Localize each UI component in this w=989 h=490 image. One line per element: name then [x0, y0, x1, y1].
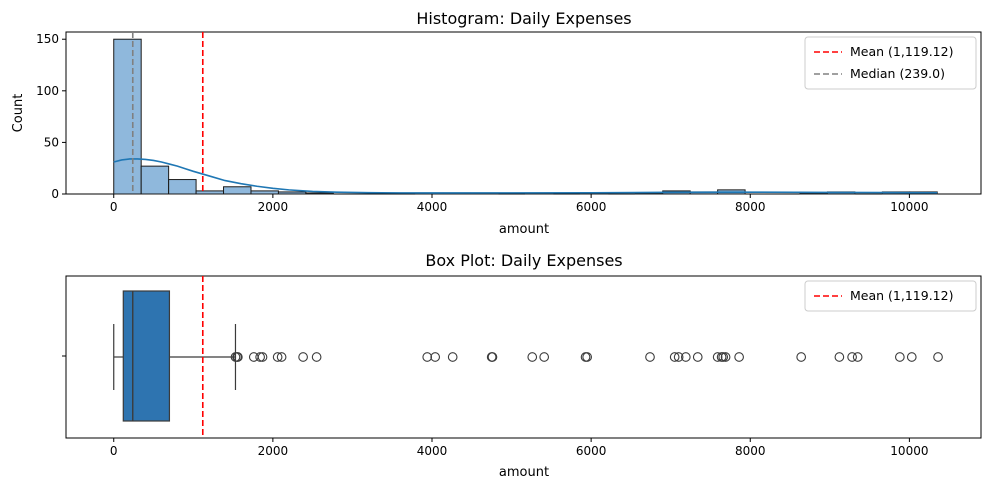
x-tick-label: 4000 [417, 444, 448, 458]
histogram-bar [113, 38, 142, 195]
outlier-point [422, 352, 433, 362]
outlier-point [852, 352, 863, 362]
histogram-reference-lines [131, 32, 204, 194]
histogram-x-axis-label: amount [499, 222, 549, 237]
legend-frame [804, 36, 977, 90]
boxplot-x-axis-label: amount [499, 465, 549, 480]
outlier-point [257, 352, 268, 362]
histogram-bar [168, 179, 197, 195]
outlier-point [680, 352, 691, 362]
outlier-point [272, 352, 283, 362]
legend-label: Median (239.0) [850, 66, 945, 81]
outlier-point [692, 352, 703, 362]
boxplot-x-ticks: 0 2000 4000 6000 8000 10000 [110, 438, 928, 458]
histogram-x-ticks: 0 2000 4000 6000 8000 10000 [110, 194, 928, 214]
histogram-title: Histogram: Daily Expenses [416, 9, 631, 28]
outlier-point [712, 352, 723, 362]
x-tick-label: 8000 [735, 200, 766, 214]
x-tick-label: 0 [110, 200, 118, 214]
histogram-bars [113, 38, 938, 195]
outlier-point [673, 352, 684, 362]
legend-label: Mean (1,119.12) [850, 288, 953, 303]
histogram-plot-area [65, 31, 982, 195]
boxplot-plot-area [65, 275, 982, 439]
histogram-bar [195, 190, 225, 195]
iqr-box [122, 290, 171, 422]
histogram-bar [223, 186, 252, 195]
x-tick-label: 10000 [890, 444, 928, 458]
histogram-bar [305, 192, 334, 195]
kde-curve [113, 158, 938, 194]
y-tick-label: 0 [51, 187, 59, 201]
outlier-point [834, 352, 845, 362]
histogram-bar [277, 191, 307, 195]
histogram-bar [140, 165, 170, 195]
outlier-point [669, 352, 680, 362]
x-tick-label: 2000 [258, 444, 289, 458]
y-tick-label: 150 [36, 32, 59, 46]
boxplot-legend: Mean (1,119.12) [804, 280, 977, 312]
boxplot-box [113, 290, 237, 422]
x-tick-label: 0 [110, 444, 118, 458]
x-tick-label: 8000 [735, 444, 766, 458]
outlier-point [720, 352, 731, 362]
histogram-bar [250, 190, 279, 195]
outlier-point [847, 352, 857, 362]
boxplot-chart: Box Plot: Daily Expenses 0 2000 4000 6000 80… [62, 251, 982, 480]
x-tick-label: 6000 [576, 444, 607, 458]
outlier-point [233, 352, 243, 362]
y-tick-label: 100 [36, 84, 59, 98]
histogram-y-ticks: 0 50 100 150 [36, 32, 66, 201]
outlier-point [527, 352, 538, 362]
histogram-chart: Histogram: Daily Expenses 0 2000 4000 6000 8… [11, 9, 982, 237]
outlier-point [311, 352, 322, 362]
y-tick-label: 50 [44, 135, 59, 149]
outlier-point [582, 352, 593, 362]
outlier-point [298, 352, 308, 362]
x-tick-label: 2000 [258, 200, 289, 214]
outlier-point [430, 352, 441, 362]
outlier-point [718, 352, 729, 362]
outlier-point [933, 352, 943, 362]
outlier-point [539, 352, 550, 362]
outlier-point [906, 352, 917, 362]
outlier-point [276, 352, 287, 362]
outlier-point [894, 352, 905, 362]
legend-frame [804, 280, 977, 312]
x-tick-label: 10000 [890, 200, 928, 214]
histogram-y-axis-label: Count [11, 94, 26, 133]
outlier-point [734, 352, 744, 362]
boxplot-outliers [230, 352, 943, 362]
outlier-point [796, 352, 807, 362]
x-tick-label: 6000 [576, 200, 607, 214]
x-tick-label: 4000 [417, 200, 448, 214]
outlier-point [487, 352, 498, 362]
boxplot-title: Box Plot: Daily Expenses [425, 251, 622, 270]
outlier-point [255, 352, 265, 362]
outlier-point [645, 352, 655, 362]
outlier-point [447, 352, 458, 362]
legend-label: Mean (1,119.12) [850, 44, 953, 59]
histogram-legend: Mean (1,119.12) Median (239.0) [804, 36, 977, 90]
